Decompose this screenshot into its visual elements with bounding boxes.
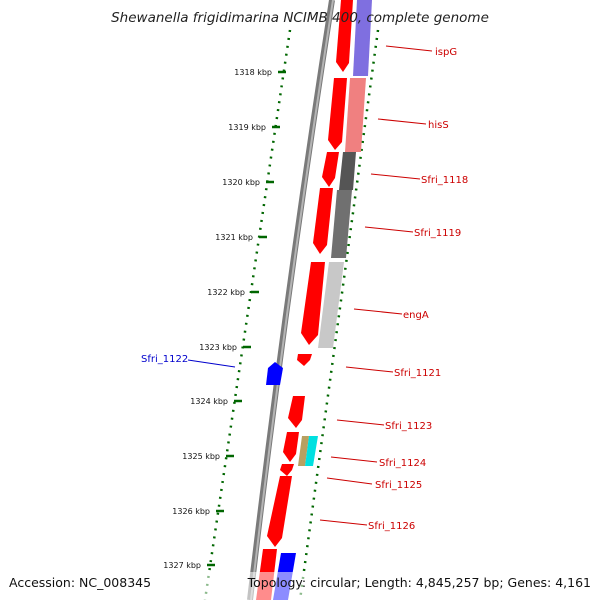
cds-Sfri_1118[interactable]: [322, 152, 339, 187]
gene-label[interactable]: Sfri_1118: [421, 175, 468, 186]
cds-Sfri_1126[interactable]: [267, 476, 292, 547]
accession-text: Accession: NC_008345: [9, 575, 151, 590]
gene-label[interactable]: Sfri_1122: [141, 354, 188, 365]
cds-ispG[interactable]: [336, 0, 353, 72]
kbp-label: 1319 kbp: [228, 123, 266, 132]
gene-label[interactable]: Sfri_1125: [375, 480, 422, 491]
gene-label[interactable]: Sfri_1124: [379, 458, 426, 469]
cds-Sfri_1125[interactable]: [280, 464, 294, 476]
gene-label[interactable]: Sfri_1121: [394, 368, 441, 379]
gene-Sfri_1124-a[interactable]: [298, 436, 309, 466]
gene-label[interactable]: ispG: [435, 47, 457, 58]
topology-text: Topology: circular; Length: 4,845,257 bp…: [247, 575, 591, 590]
kbp-label: 1325 kbp: [182, 452, 220, 461]
gene-label[interactable]: Sfri_1119: [414, 228, 461, 239]
gene-engA[interactable]: [318, 262, 344, 348]
gene-label[interactable]: Sfri_1126: [368, 521, 415, 532]
cds-Sfri_1124[interactable]: [283, 432, 299, 462]
gene-Sfri_1118[interactable]: [339, 152, 356, 190]
gene-Sfri_1124-b[interactable]: [305, 436, 318, 466]
kbp-label: 1322 kbp: [207, 288, 245, 297]
gene-label[interactable]: hisS: [428, 120, 449, 131]
gene-label[interactable]: Sfri_1123: [385, 421, 432, 432]
gene-ispG[interactable]: [353, 0, 372, 76]
kbp-label: 1324 kbp: [190, 397, 228, 406]
kbp-label: 1326 kbp: [172, 507, 210, 516]
kbp-label: 1327 kbp: [163, 561, 201, 570]
cds-Sfri_1122[interactable]: [266, 362, 283, 385]
cds-Sfri_1123[interactable]: [288, 396, 305, 428]
cds-hisS[interactable]: [328, 78, 347, 150]
kbp-label: 1320 kbp: [222, 178, 260, 187]
kbp-scale: 1318 kbp 1319 kbp 1320 kbp 1321 kbp 1322 kbp…: [163, 68, 286, 570]
gene-label-leaders: [187, 45, 433, 526]
map-title: Shewanella frigidimarina NCIMB 400, comp…: [111, 10, 489, 26]
cds-engA[interactable]: [301, 262, 325, 345]
gene-labels: ispG hisS Sfri_1118 Sfri_1119 engA Sfri_…: [141, 47, 468, 532]
cds-Sfri_1121[interactable]: [297, 354, 312, 366]
cds-Sfri_1119[interactable]: [313, 188, 333, 254]
kbp-label: 1318 kbp: [234, 68, 272, 77]
outer-dotted-track: [203, 29, 292, 600]
kbp-label: 1321 kbp: [215, 233, 253, 242]
kbp-label: 1323 kbp: [199, 343, 237, 352]
gene-label[interactable]: engA: [403, 310, 429, 321]
gene-Sfri_1119[interactable]: [331, 190, 352, 258]
feature-track: [256, 0, 372, 600]
gene-hisS[interactable]: [345, 78, 366, 152]
